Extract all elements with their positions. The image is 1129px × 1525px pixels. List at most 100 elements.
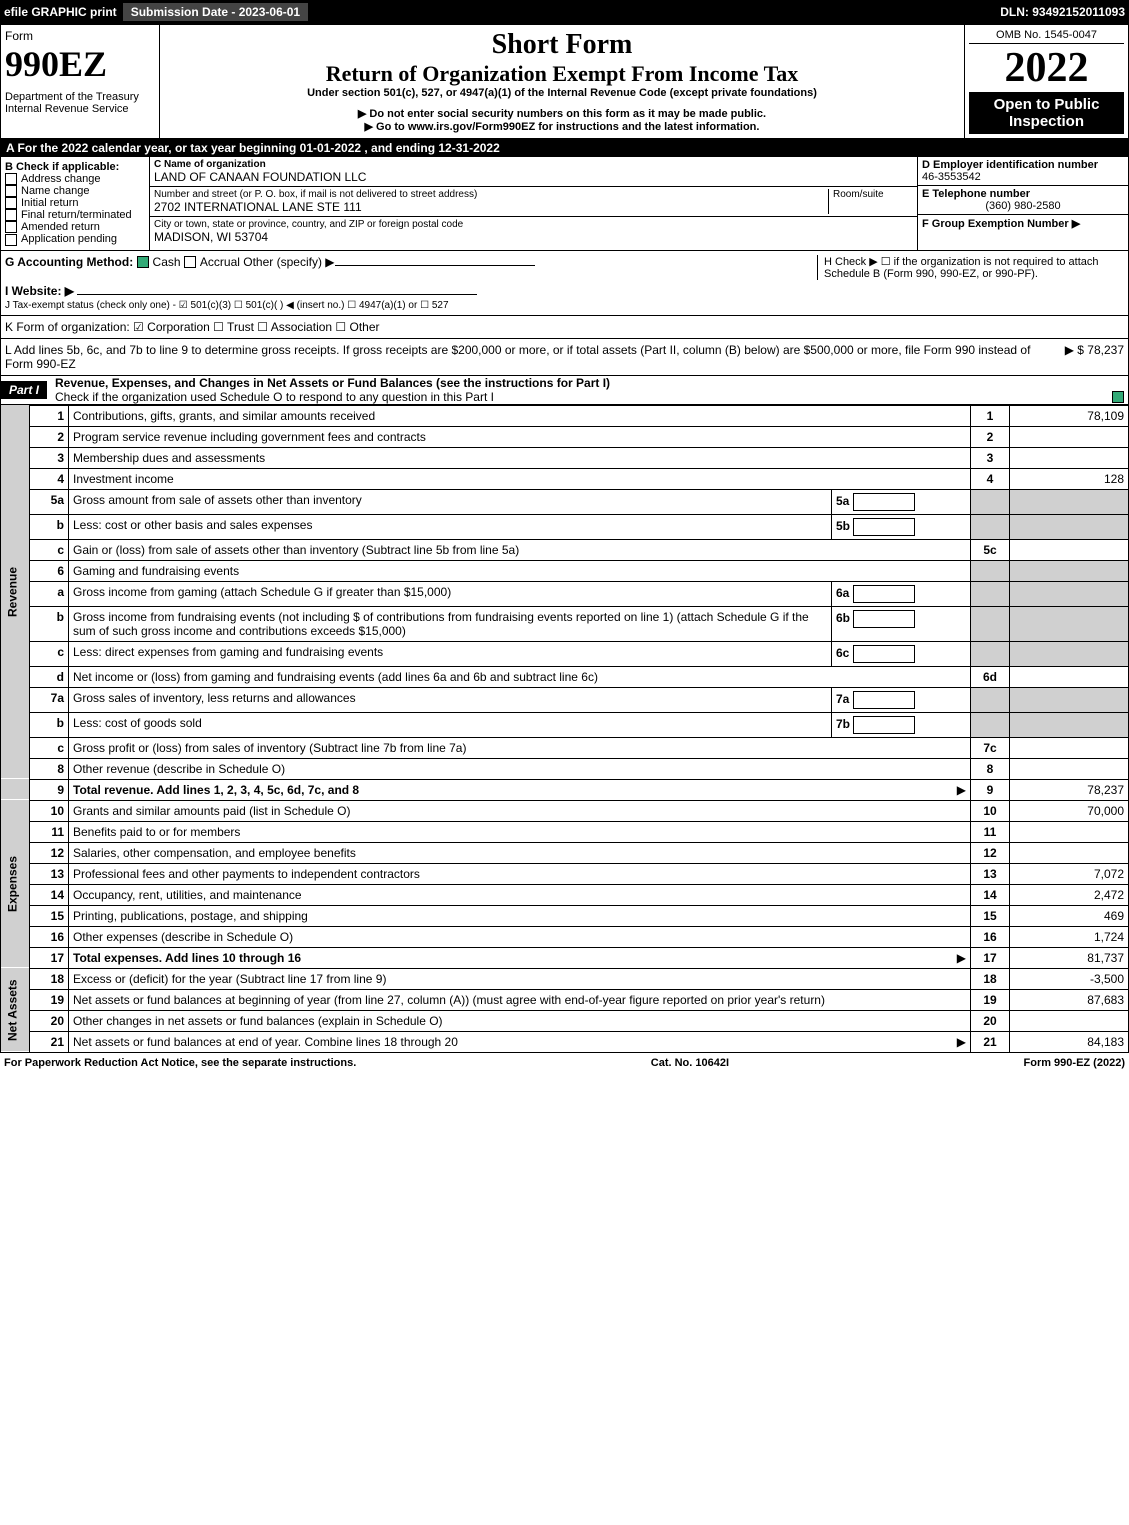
chk-final-return[interactable] [5, 209, 17, 221]
ln13-num: 13 [30, 863, 69, 884]
chk-scheduleO[interactable] [1112, 391, 1124, 403]
ln6b-shade [971, 606, 1010, 641]
ln19-box: 19 [971, 989, 1010, 1010]
ln16-desc: Other expenses (describe in Schedule O) [69, 926, 971, 947]
ln5a-input[interactable] [853, 493, 915, 511]
ln5c-num: c [30, 539, 69, 560]
b-item-1: Name change [21, 185, 90, 197]
ln12-box: 12 [971, 842, 1010, 863]
ln11-amt [1010, 821, 1129, 842]
g-label: G Accounting Method: [5, 255, 133, 269]
ln7a-input[interactable] [853, 691, 915, 709]
ln11-box: 11 [971, 821, 1010, 842]
ln14-desc: Occupancy, rent, utilities, and maintena… [69, 884, 971, 905]
section-d: D Employer identification number 46-3553… [917, 157, 1128, 250]
ln16-amt: 1,724 [1010, 926, 1129, 947]
ln8-amt [1010, 758, 1129, 779]
ln1-num: 1 [30, 405, 69, 426]
tax-year: 2022 [969, 44, 1124, 92]
ln6c-num: c [30, 641, 69, 666]
website-input[interactable] [77, 294, 477, 295]
ln6a-num: a [30, 581, 69, 606]
lines-table: Revenue 1 Contributions, gifts, grants, … [0, 405, 1129, 1053]
phone-value: (360) 980-2580 [922, 200, 1124, 212]
part-i-check: Check if the organization used Schedule … [55, 390, 494, 404]
ln9-box: 9 [971, 779, 1010, 800]
ghijkl-block: G Accounting Method: Cash Accrual Other … [0, 251, 1129, 316]
ln6d-desc: Net income or (loss) from gaming and fun… [69, 666, 971, 687]
ln7a-num: 7a [30, 687, 69, 712]
ln6a-input[interactable] [853, 585, 915, 603]
ln6b-input[interactable] [853, 610, 915, 628]
ln6c-desc: Less: direct expenses from gaming and fu… [69, 641, 832, 666]
section-k: K Form of organization: ☑ Corporation ☐ … [0, 316, 1129, 339]
chk-name-change[interactable] [5, 185, 17, 197]
ln11-desc: Benefits paid to or for members [69, 821, 971, 842]
ln6b-desc: Gross income from fundraising events (no… [69, 606, 832, 641]
form-header: Form 990EZ Department of the Treasury In… [0, 24, 1129, 139]
ln18-desc: Excess or (deficit) for the year (Subtra… [69, 968, 971, 989]
ln1-box: 1 [971, 405, 1010, 426]
ln8-box: 8 [971, 758, 1010, 779]
ln20-desc: Other changes in net assets or fund bala… [69, 1010, 971, 1031]
chk-amended[interactable] [5, 221, 17, 233]
ln6d-num: d [30, 666, 69, 687]
ln7a-amt [1010, 687, 1129, 712]
section-h: H Check ▶ ☐ if the organization is not r… [817, 255, 1124, 280]
ln7b-input[interactable] [853, 716, 915, 734]
ln17-desc: Total expenses. Add lines 10 through 16 [73, 951, 301, 965]
efile-print-label[interactable]: efile GRAPHIC print [4, 5, 117, 19]
street-value: 2702 INTERNATIONAL LANE STE 111 [154, 200, 828, 214]
ln5a-ibox: 5a [836, 494, 849, 508]
chk-initial-return[interactable] [5, 197, 17, 209]
b-item-3: Final return/terminated [21, 209, 132, 221]
ln13-desc: Professional fees and other payments to … [69, 863, 971, 884]
ln6-num: 6 [30, 560, 69, 581]
f-label: F Group Exemption Number ▶ [922, 218, 1080, 230]
ln2-amt [1010, 426, 1129, 447]
footer-center: Cat. No. 10642I [651, 1057, 729, 1069]
ln7b-desc: Less: cost of goods sold [69, 712, 832, 737]
ln5c-box: 5c [971, 539, 1010, 560]
room-suite-label: Room/suite [828, 189, 913, 214]
ln6a-ibox: 6a [836, 586, 849, 600]
ln10-amt: 70,000 [1010, 800, 1129, 821]
ln2-box: 2 [971, 426, 1010, 447]
ln20-amt [1010, 1010, 1129, 1031]
chk-cash[interactable] [137, 256, 149, 268]
chk-address-change[interactable] [5, 173, 17, 185]
ln5c-amt [1010, 539, 1129, 560]
ln21-box: 21 [971, 1031, 1010, 1052]
ln6a-amt [1010, 581, 1129, 606]
ln2-num: 2 [30, 426, 69, 447]
g-other: Other (specify) ▶ [243, 255, 334, 269]
ln1-amt: 78,109 [1010, 405, 1129, 426]
dln-label: DLN: 93492152011093 [1000, 5, 1125, 19]
ln5b-ibox: 5b [836, 519, 850, 533]
section-c: C Name of organization LAND OF CANAAN FO… [150, 157, 917, 250]
ln6b-amt [1010, 606, 1129, 641]
chk-application-pending[interactable] [5, 234, 17, 246]
city-value: MADISON, WI 53704 [154, 230, 913, 244]
department-label: Department of the Treasury Internal Reve… [5, 91, 155, 115]
ln6a-shade [971, 581, 1010, 606]
ln6a-desc: Gross income from gaming (attach Schedul… [69, 581, 832, 606]
ln7a-shade [971, 687, 1010, 712]
ln13-amt: 7,072 [1010, 863, 1129, 884]
ln5b-amt [1010, 514, 1129, 539]
street-label: Number and street (or P. O. box, if mail… [154, 189, 828, 200]
b-item-0: Address change [21, 173, 101, 185]
entity-info-block: B Check if applicable: Address change Na… [0, 157, 1129, 251]
ln6c-input[interactable] [853, 645, 915, 663]
ln9-num: 9 [30, 779, 69, 800]
footer-right: Form 990-EZ (2022) [1024, 1057, 1125, 1069]
section-b: B Check if applicable: Address change Na… [1, 157, 150, 250]
l-text: L Add lines 5b, 6c, and 7b to line 9 to … [5, 343, 1057, 371]
ln5b-input[interactable] [853, 518, 915, 536]
part-i-label: Part I [1, 381, 47, 399]
g-other-input[interactable] [335, 265, 535, 266]
chk-accrual[interactable] [184, 256, 196, 268]
submission-date-button[interactable]: Submission Date - 2023-06-01 [123, 3, 308, 21]
ln7b-amt [1010, 712, 1129, 737]
goto-link[interactable]: ▶ Go to www.irs.gov/Form990EZ for instru… [164, 120, 960, 133]
